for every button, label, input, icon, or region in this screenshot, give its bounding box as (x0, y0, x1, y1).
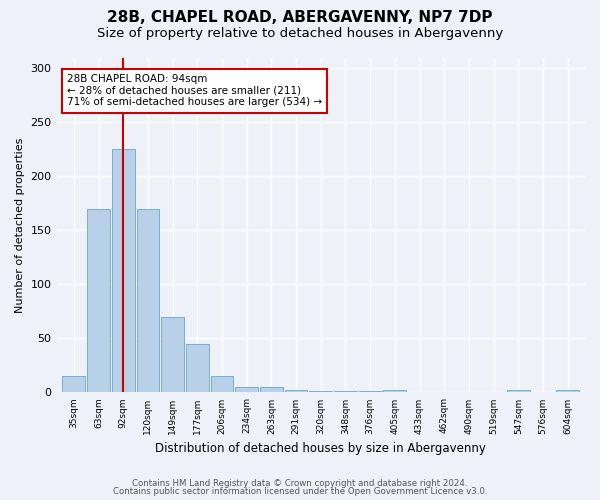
Text: 28B, CHAPEL ROAD, ABERGAVENNY, NP7 7DP: 28B, CHAPEL ROAD, ABERGAVENNY, NP7 7DP (107, 10, 493, 25)
Text: 28B CHAPEL ROAD: 94sqm
← 28% of detached houses are smaller (211)
71% of semi-de: 28B CHAPEL ROAD: 94sqm ← 28% of detached… (67, 74, 322, 108)
Bar (62, 376, 85, 392)
Text: Size of property relative to detached houses in Abergavenny: Size of property relative to detached ho… (97, 28, 503, 40)
Bar (556, 390, 579, 392)
Bar (507, 390, 530, 392)
Text: Contains HM Land Registry data © Crown copyright and database right 2024.: Contains HM Land Registry data © Crown c… (132, 478, 468, 488)
Text: Contains public sector information licensed under the Open Government Licence v3: Contains public sector information licen… (113, 487, 487, 496)
Bar (186, 344, 209, 393)
Bar (260, 387, 283, 392)
Bar (87, 209, 110, 392)
Bar (137, 209, 159, 392)
Bar (285, 390, 307, 392)
Bar (211, 376, 233, 392)
Bar (383, 390, 406, 392)
Y-axis label: Number of detached properties: Number of detached properties (15, 138, 25, 312)
X-axis label: Distribution of detached houses by size in Abergavenny: Distribution of detached houses by size … (155, 442, 486, 455)
Bar (112, 150, 134, 392)
Bar (235, 387, 258, 392)
Bar (161, 317, 184, 392)
